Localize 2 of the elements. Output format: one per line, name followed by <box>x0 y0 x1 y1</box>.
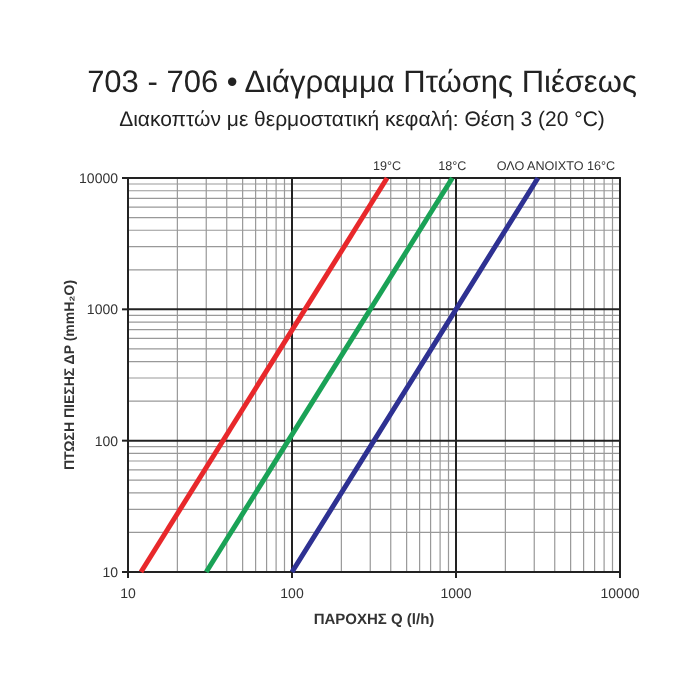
chart-title: 703 - 706 • Διάγραμμα Πτώσης Πιέσεως <box>87 66 637 100</box>
chart-subtitle: Διακοπτών με θερμοστατική κεφαλή: Θέση 3 (20 °C) <box>119 108 605 132</box>
